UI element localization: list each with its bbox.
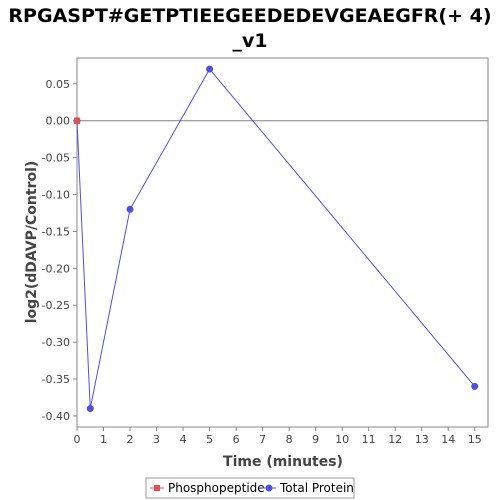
chart-title-line2: _v1 [232,30,267,52]
x-axis-label: Time (minutes) [223,454,343,470]
x-tick-label: 12 [388,433,402,446]
plot-area [76,57,489,428]
x-tick-label: 5 [206,433,213,446]
y-tick-label: 0.05 [46,78,71,91]
y-tick-label: -0.40 [42,410,70,423]
x-tick-label: 6 [233,433,240,446]
data-point [206,65,214,73]
y-tick-label: -0.05 [42,152,70,165]
x-tick-label: 13 [415,433,429,446]
x-tick-label: 1 [100,433,107,446]
y-tick-label: -0.15 [42,225,70,238]
y-tick-label: 0.00 [46,115,71,128]
legend-label: Total Protein [279,481,354,495]
y-tick-label: -0.25 [42,299,70,312]
data-point [126,205,134,213]
x-tick-label: 7 [259,433,266,446]
y-tick-label: -0.30 [42,336,70,349]
y-axis-label: log2(dDAVP/Control) [24,161,40,324]
legend-marker [154,485,160,491]
x-tick-label: 15 [468,433,482,446]
x-tick-label: 10 [335,433,349,446]
x-tick-label: 14 [441,433,455,446]
x-tick-label: 4 [180,433,187,446]
x-axis-ticks: 0 1 2 3 4 5 6 7 8 9 10 11 12 13 14 15 [74,427,482,446]
y-tick-label: -0.35 [42,373,70,386]
data-point [74,117,80,124]
y-tick-label: -0.20 [42,262,70,275]
x-tick-label: 0 [74,433,81,446]
series-layer [73,65,479,413]
data-point [86,405,94,413]
x-tick-label: 11 [362,433,376,446]
legend-box [145,477,355,499]
y-axis-ticks: 0.05 0.00 -0.05 -0.10 -0.15 -0.20 -0.25 -0.30 -0… [42,78,77,423]
y-tick-label: -0.10 [42,189,70,202]
x-tick-label: 3 [153,433,160,446]
x-tick-label: 9 [312,433,319,446]
chart-title-line1: RPGASPT#GETPTIEEGEEDEDEVGEAEGFR(+ 4) [8,5,491,27]
legend-label: Phosphopeptide [168,481,265,495]
legend-marker [265,484,273,492]
legend: Phosphopeptide Total Protein [150,481,354,495]
x-tick-label: 8 [286,433,293,446]
data-point [471,382,479,390]
x-tick-label: 2 [127,433,134,446]
